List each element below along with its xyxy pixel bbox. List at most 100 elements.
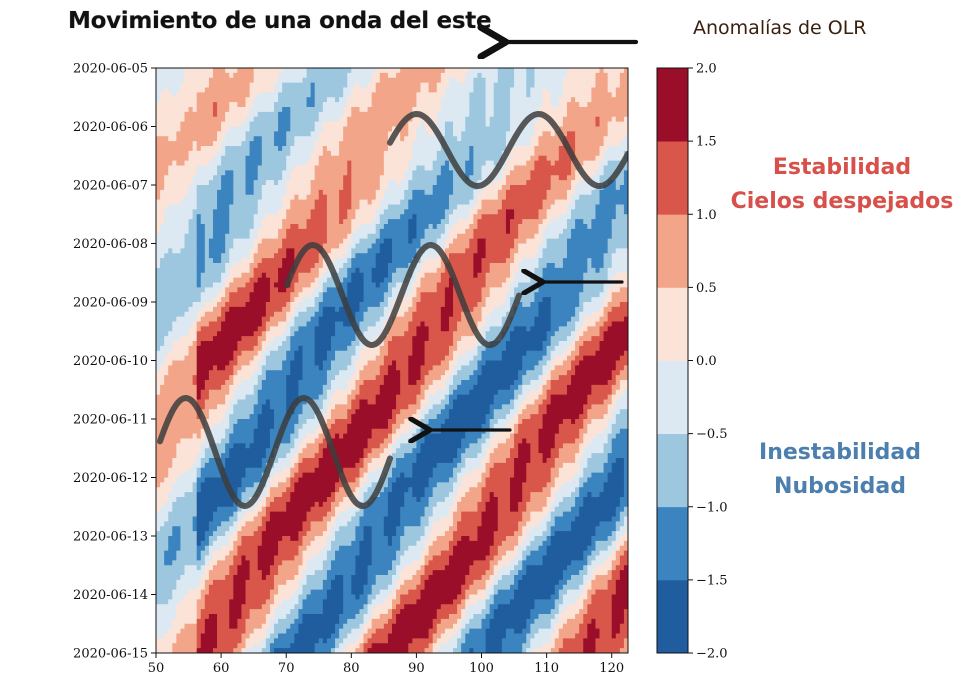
contour-cell [465,121,470,128]
contour-cell [400,272,405,279]
contour-cell [481,121,487,128]
contour-cell [550,92,556,98]
contour-cell [339,219,344,225]
contour-cell [591,72,597,79]
contour-cell [225,160,230,167]
contour-cell [408,233,413,240]
contour-cell [192,272,198,279]
contour-cell [579,180,584,186]
contour-cell [461,199,466,206]
contour-cell [229,131,234,137]
contour-cell [510,165,515,171]
contour-cell [347,160,352,167]
contour-cell [571,87,576,93]
contour-cell [371,165,377,171]
contour-cell [387,228,393,235]
contour-cell [481,107,487,113]
contour-cell [526,97,531,103]
contour-cell [339,68,344,74]
contour-cell [424,131,430,137]
contour-cell [241,272,247,279]
contour-cell [184,136,190,142]
contour-cell [526,243,531,249]
contour-cell [188,77,194,84]
contour-cell [579,97,584,103]
contour-cell [253,107,259,113]
contour-cell [595,77,601,84]
contour-cell [473,243,479,249]
contour-cell [575,136,580,142]
contour-cell [367,204,373,210]
contour-cell [489,72,495,79]
contour-cell [505,209,511,215]
contour-cell [554,170,560,176]
contour-cell [619,199,625,206]
contour-cell [233,194,238,201]
contour-cell [196,146,202,152]
contour-cell [217,253,222,259]
contour-cell [168,82,173,89]
contour-cell [554,155,560,162]
contour-cell [184,228,190,235]
contour-cell [282,204,287,210]
contour-cell [587,155,592,162]
contour-cell [611,155,617,162]
contour-cell [469,150,474,157]
contour-cell [208,141,214,147]
contour-cell [383,165,389,171]
contour-cell [379,136,385,142]
contour-cell [457,97,462,103]
contour-cell [510,189,515,196]
contour-cell [375,102,381,108]
contour-cell [408,87,413,93]
contour-cell [326,238,332,245]
contour-cell [375,219,381,225]
contour-cell [469,204,474,210]
contour-cell [505,68,511,74]
contour-cell [363,160,369,167]
contour-cell [623,180,628,186]
contour-cell [497,116,503,123]
contour-cell [330,189,336,196]
contour-cell [534,204,540,210]
contour-cell [160,219,165,225]
contour-cell [566,258,572,264]
contour-cell [172,92,177,98]
contour-cell [432,155,438,162]
contour-cell [290,248,295,254]
contour-cell [493,267,499,274]
contour-cell [212,155,218,162]
contour-cell [485,72,491,79]
contour-cell [550,68,556,74]
contour-cell [436,219,442,225]
contour-cell [623,224,628,230]
contour-cell [599,150,605,157]
contour-cell [156,277,161,284]
contour-cell [278,72,283,79]
contour-cell [619,107,625,113]
contour-cell [493,224,499,230]
contour-cell [387,209,393,215]
contour-cell [546,150,552,157]
contour-cell [172,228,177,235]
contour-cell [217,116,222,123]
contour-cell [607,204,613,210]
contour-cell [587,92,592,98]
contour-cell [546,111,552,118]
contour-cell [221,253,226,259]
contour-cell [387,150,393,157]
contour-cell [420,204,426,210]
contour-cell [542,102,548,108]
contour-cell [351,155,356,162]
contour-cell [371,102,377,108]
contour-cell [526,111,531,118]
contour-cell [156,263,161,269]
contour-cell [217,68,222,74]
contour-cell [221,194,226,201]
contour-cell [367,68,373,74]
contour-cell [212,97,218,103]
contour-cell [339,199,344,206]
contour-cell [404,233,409,240]
contour-cell [229,209,234,215]
contour-cell [306,224,312,230]
